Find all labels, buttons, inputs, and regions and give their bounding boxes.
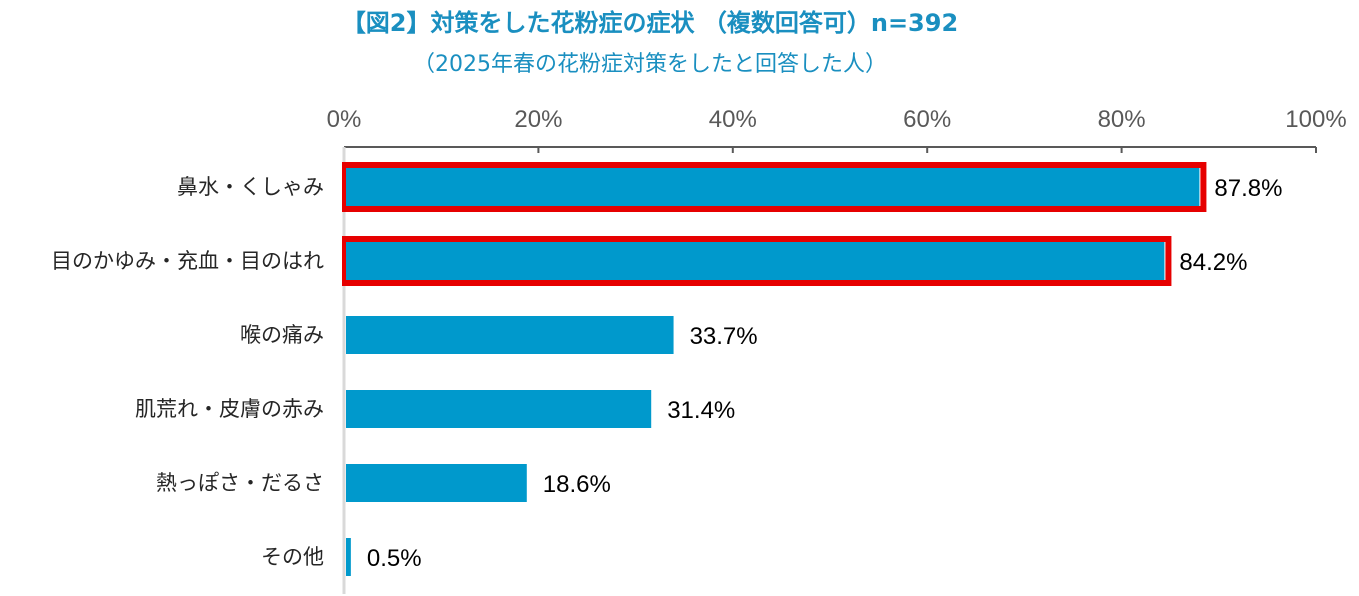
highlight-frame (342, 236, 1172, 286)
category-label: 目のかゆみ・充血・目のはれ (51, 249, 324, 273)
x-tick-label: 60% (903, 106, 951, 133)
data-label: 18.6% (543, 471, 611, 498)
bar (346, 390, 652, 428)
data-label: 0.5% (367, 545, 422, 572)
bar (346, 538, 351, 576)
bar (346, 242, 1165, 280)
data-label: 31.4% (667, 397, 735, 424)
chart-subtitle: （2025年春の花粉症対策をしたと回答した人） (413, 52, 887, 77)
bar (346, 168, 1200, 206)
data-label: 33.7% (690, 323, 758, 350)
category-label: 肌荒れ・皮膚の赤み (135, 397, 324, 421)
category-label: その他 (261, 545, 324, 569)
bar (346, 464, 527, 502)
chart-title: 【図2】対策をした花粉症の症状 （複数回答可）n=392 (342, 9, 958, 37)
x-axis: 0% 20% 40% 60% 80% 100% (327, 106, 1347, 153)
x-tick-label: 40% (709, 106, 757, 133)
category-label: 喉の痛み (240, 323, 324, 347)
bar (346, 316, 674, 354)
x-tick-label: 100% (1285, 106, 1346, 133)
highlight-frame (342, 162, 1207, 212)
category-label: 熱っぽさ・だるさ (156, 471, 324, 495)
category-label: 鼻水・くしゃみ (177, 175, 324, 199)
bars-group: 87.8% 84.2% 33.7% 31.4% 18.6% 0.5% (342, 162, 1282, 576)
x-tick-label: 20% (514, 106, 562, 133)
data-label: 87.8% (1214, 175, 1282, 202)
y-axis: 鼻水・くしゃみ目のかゆみ・充血・目のはれ喉の痛み肌荒れ・皮膚の赤み熱っぽさ・だる… (51, 147, 346, 594)
x-tick-label: 0% (327, 106, 362, 133)
x-tick-label: 80% (1098, 106, 1146, 133)
data-label: 84.2% (1179, 249, 1247, 276)
